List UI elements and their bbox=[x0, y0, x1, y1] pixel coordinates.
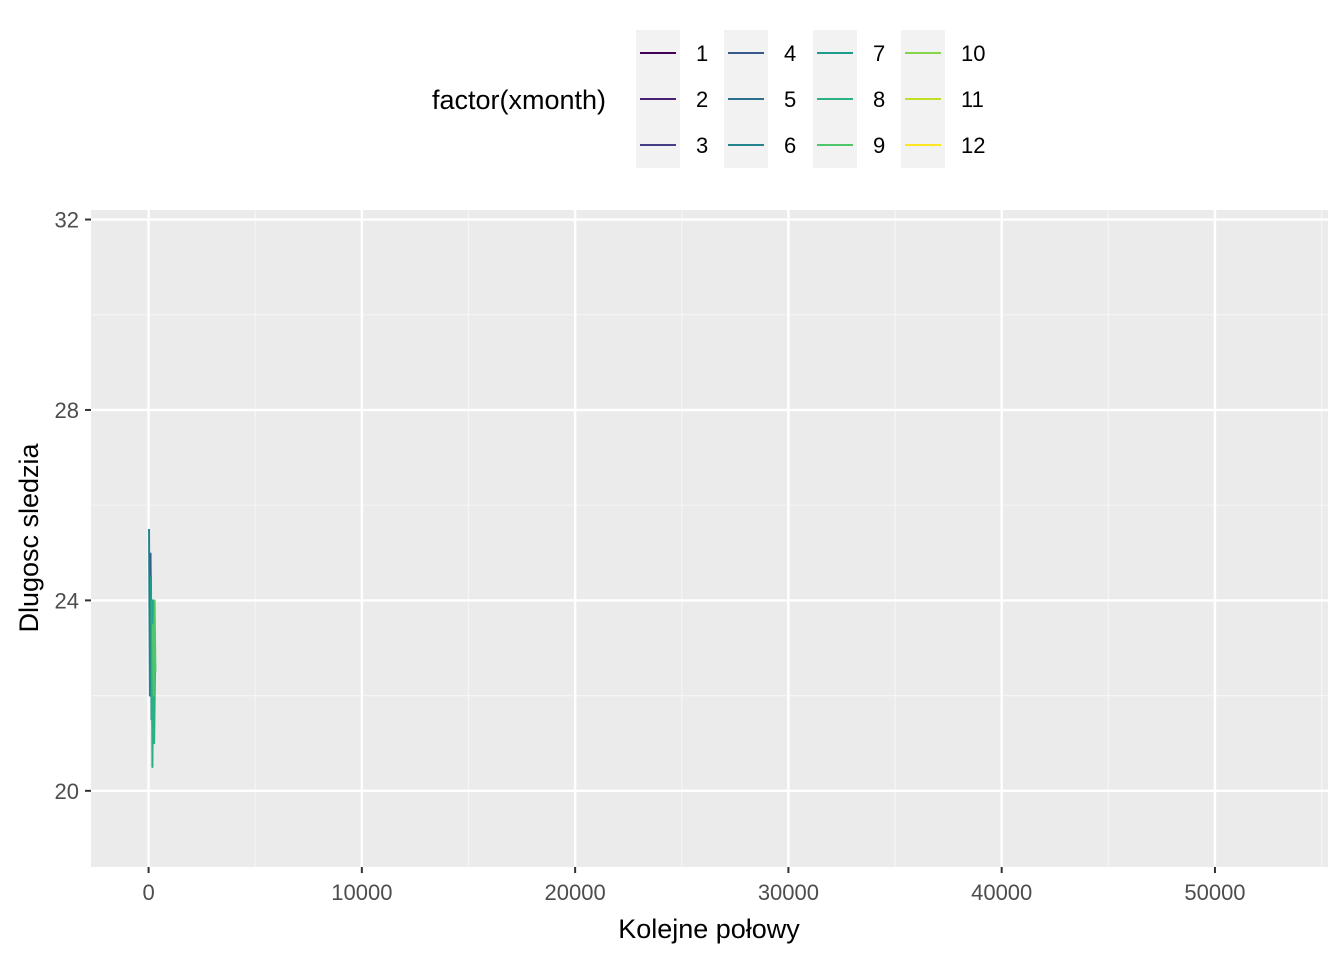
legend-item-4: 4 bbox=[724, 30, 796, 76]
x-tick-label: 0 bbox=[142, 880, 154, 905]
legend-title: factor(xmonth) bbox=[432, 85, 606, 115]
y-tick-label: 28 bbox=[55, 398, 79, 423]
legend-item-9: 9 bbox=[813, 122, 885, 168]
y-tick-label: 24 bbox=[55, 588, 79, 613]
legend-label-3: 3 bbox=[696, 133, 708, 158]
legend-item-1: 1 bbox=[636, 30, 708, 76]
legend-item-7: 7 bbox=[813, 30, 885, 76]
legend-label-9: 9 bbox=[873, 133, 885, 158]
x-tick-label: 30000 bbox=[758, 880, 819, 905]
y-tick-label: 32 bbox=[55, 208, 79, 233]
legend-item-2: 2 bbox=[636, 76, 708, 122]
legend-label-5: 5 bbox=[784, 87, 796, 112]
x-axis: 0 10000 20000 30000 40000 50000 bbox=[142, 867, 1246, 905]
legend-item-8: 8 bbox=[813, 76, 885, 122]
legend-label-1: 1 bbox=[696, 41, 708, 66]
y-axis: 20 24 28 32 bbox=[55, 208, 91, 804]
legend-item-6: 6 bbox=[724, 122, 796, 168]
legend-label-12: 12 bbox=[961, 133, 985, 158]
x-tick-label: 20000 bbox=[545, 880, 606, 905]
legend-item-5: 5 bbox=[724, 76, 796, 122]
legend-item-12: 12 bbox=[901, 122, 985, 168]
legend-label-10: 10 bbox=[961, 41, 985, 66]
legend-item-11: 11 bbox=[901, 76, 984, 122]
series-line-month-9 bbox=[151, 599, 157, 697]
y-tick-label: 20 bbox=[55, 779, 79, 804]
x-tick-label: 10000 bbox=[331, 880, 392, 905]
legend-label-2: 2 bbox=[696, 87, 708, 112]
legend-label-6: 6 bbox=[784, 133, 796, 158]
grid-major bbox=[91, 210, 1328, 867]
legend-item-3: 3 bbox=[636, 122, 708, 168]
legend-label-7: 7 bbox=[873, 41, 885, 66]
legend-label-11: 11 bbox=[961, 87, 984, 112]
x-tick-label: 40000 bbox=[971, 880, 1032, 905]
plot-panel bbox=[91, 210, 1328, 867]
y-axis-title: Dlugosc sledzia bbox=[14, 442, 44, 632]
legend-label-8: 8 bbox=[873, 87, 885, 112]
legend-item-10: 10 bbox=[901, 30, 985, 76]
series-layer bbox=[148, 528, 157, 769]
grid-minor bbox=[91, 210, 1328, 867]
legend-label-4: 4 bbox=[784, 41, 796, 66]
x-axis-title: Kolejne połowy bbox=[618, 914, 800, 944]
x-tick-label: 50000 bbox=[1184, 880, 1245, 905]
